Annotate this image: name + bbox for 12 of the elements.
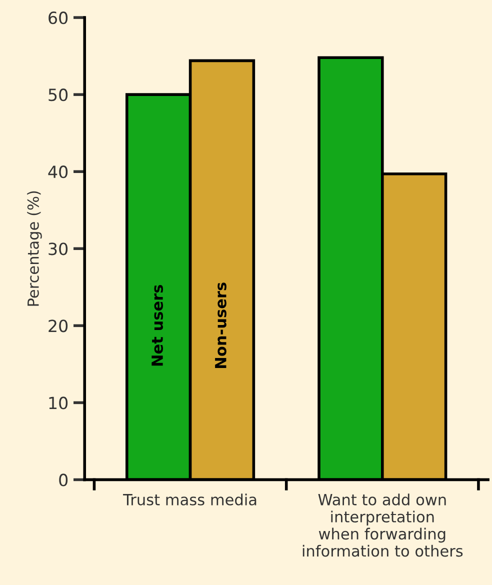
y-tick-label: 30 — [48, 242, 68, 256]
series-label: Non-users — [215, 282, 226, 368]
x-tick-label: Trust mass media — [123, 494, 256, 506]
y-tick-label: 0 — [59, 474, 68, 486]
series-label: Net users — [152, 285, 164, 366]
y-tick-label: 10 — [49, 396, 68, 410]
y-tick-label: 20 — [48, 320, 68, 332]
y-axis-title: Percentage (%) — [27, 191, 42, 306]
y-tick-label: 40 — [48, 166, 68, 178]
y-tick-label: 60 — [48, 12, 68, 24]
y-tick-label: 50 — [48, 88, 68, 102]
x-tick-label: Want to add own interpretation when forwarding information to others — [302, 494, 463, 557]
